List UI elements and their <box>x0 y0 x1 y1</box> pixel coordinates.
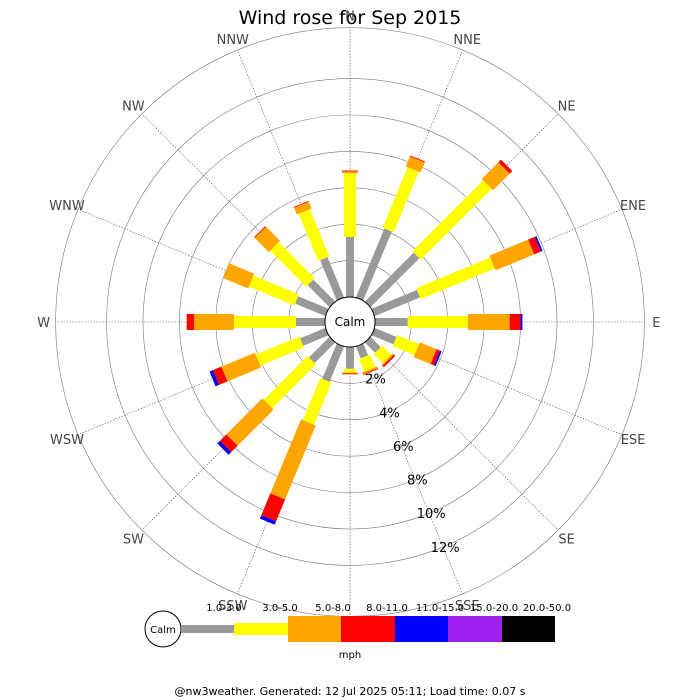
legend-calm-label: Calm <box>150 625 176 636</box>
spoke-ene-bin-1 <box>371 289 421 317</box>
spoke-sse-bin-3 <box>362 366 378 375</box>
legend-label-bin-2: 3.0-5.0 <box>262 603 297 614</box>
spoke-ene-bin-5 <box>534 236 543 252</box>
spoke-sse-bin-1 <box>355 343 369 359</box>
spoke-nw-bin-4 <box>253 225 266 238</box>
direction-label-nnw: NNW <box>217 33 249 48</box>
spoke-nw-bin-1 <box>307 279 336 308</box>
direction-label-e: E <box>652 316 660 331</box>
spoke-ese-bin-2 <box>392 335 420 356</box>
spoke-nw-bin-2 <box>270 242 315 287</box>
spoke-wsw-bin-5 <box>209 370 219 387</box>
spoke-wnw-bin-2 <box>248 275 299 306</box>
direction-label-se: SE <box>558 533 574 548</box>
chart-title: Wind rose for Sep 2015 <box>239 7 462 29</box>
radial-tick-label-2pct: 2% <box>365 373 386 388</box>
wind-spokes <box>186 155 543 525</box>
spoke-ene-bin-3 <box>489 239 535 271</box>
spoke-nne-bin-2 <box>382 167 419 233</box>
spoke-wsw-bin-1 <box>300 327 329 346</box>
spoke-ssw-bin-5 <box>259 515 277 525</box>
spoke-wsw-bin-2 <box>255 336 304 366</box>
footer-text: @nw3weather. Generated: 12 Jul 2025 05:1… <box>175 685 526 698</box>
spoke-ene-bin-2 <box>416 257 495 300</box>
spoke-ene-bin-4 <box>528 236 541 255</box>
spoke-sse-bin-2 <box>358 354 376 372</box>
spoke-nnw-bin-1 <box>320 257 345 301</box>
spoke-wsw-bin-3 <box>221 352 262 382</box>
spoke-ssw-bin-1 <box>322 343 345 382</box>
direction-label-sse: SSE <box>455 599 480 614</box>
radial-tick-label-6pct: 6% <box>393 440 414 455</box>
radial-tick-label-10pct: 10% <box>417 507 446 522</box>
radial-tick-labels: 2% 4% 6% 8% 10% 12% <box>365 373 459 556</box>
direction-label-ene: ENE <box>620 199 646 214</box>
legend-label-bin-3: 5.0-8.0 <box>315 603 350 614</box>
legend-label-bin-1: 1.0-3.0 <box>206 603 241 614</box>
spoke-nnw-bin-2 <box>298 209 330 261</box>
spoke-wnw-bin-1 <box>295 296 329 317</box>
spoke-ssw-bin-4 <box>261 493 286 522</box>
legend-label-bin-7: 20.0-50.0 <box>523 603 571 614</box>
legend-label-bin-5: 11.0-15.0 <box>416 603 464 614</box>
direction-label-n: N <box>345 10 355 25</box>
direction-label-wsw: WSW <box>50 433 84 448</box>
spoke-ssw-bin-2 <box>302 378 332 425</box>
direction-label-ssw: SSW <box>218 599 248 614</box>
spoke-se-bin-4 <box>382 354 396 368</box>
calm-label: Calm <box>335 315 366 329</box>
legend-unit-label: mph <box>339 650 361 661</box>
direction-label-wnw: WNW <box>49 199 85 214</box>
direction-label-sw: SW <box>123 533 144 548</box>
spoke-sw-bin-2 <box>263 356 316 409</box>
spoke-se-bin-2 <box>373 345 392 364</box>
spoke-ne-bin-4 <box>498 159 513 174</box>
direction-label-ne: NE <box>558 99 576 114</box>
spoke-sw-bin-3 <box>226 398 274 446</box>
spoke-nnw-bin-3 <box>294 201 312 215</box>
spoke-ese-bin-4 <box>430 349 441 366</box>
spoke-ese-bin-3 <box>413 342 437 365</box>
legend-swatch-bin-5 <box>395 616 448 642</box>
spoke-wnw-bin-3 <box>222 263 255 289</box>
spoke-nne-bin-3 <box>405 156 425 173</box>
spoke-sw-bin-4 <box>219 434 238 453</box>
legend-swatch-bin-2 <box>234 623 288 635</box>
legend-label-bin-6: 15.0-20.0 <box>470 603 518 614</box>
speed-legend: Calm mph 1.0-3.0 3.0-5.0 5.0-8.0 8.0-11.0 11… <box>144 603 571 661</box>
spoke-se-bin-1 <box>364 336 381 353</box>
spoke-ssw-bin-3 <box>270 419 316 500</box>
legend-swatch-bin-6 <box>448 616 502 642</box>
legend-swatch-bin-1 <box>181 625 234 633</box>
spoke-wsw-bin-4 <box>212 366 228 385</box>
spoke-ese-bin-1 <box>371 327 397 345</box>
spoke-ese-bin-5 <box>433 350 442 367</box>
calm-circle <box>324 296 376 348</box>
spoke-ne-bin-3 <box>481 162 510 191</box>
direction-label-w: W <box>37 316 50 331</box>
spoke-se-bin-3 <box>381 353 394 366</box>
calm-center: Calm <box>324 296 376 348</box>
legend-label-bin-4: 8.0-11.0 <box>366 603 408 614</box>
direction-label-nne: NNE <box>453 33 481 48</box>
spoke-sw-bin-5 <box>217 440 232 455</box>
spoke-nne-bin-1 <box>355 228 392 301</box>
radial-tick-label-8pct: 8% <box>407 474 428 489</box>
radial-tick-label-4pct: 4% <box>379 406 400 421</box>
legend-swatch-bin-7 <box>502 616 555 642</box>
direction-label-ese: ESE <box>621 433 646 448</box>
spoke-nw-bin-3 <box>254 226 281 253</box>
spoke-ne-bin-2 <box>412 180 492 260</box>
legend-swatch-bin-4 <box>341 616 395 642</box>
legend-swatch-bin-3 <box>288 616 341 642</box>
spoke-sw-bin-1 <box>308 336 336 364</box>
radial-tick-label-12pct: 12% <box>431 541 460 556</box>
direction-label-nw: NW <box>122 99 145 114</box>
spoke-ne-bin-1 <box>364 252 420 308</box>
